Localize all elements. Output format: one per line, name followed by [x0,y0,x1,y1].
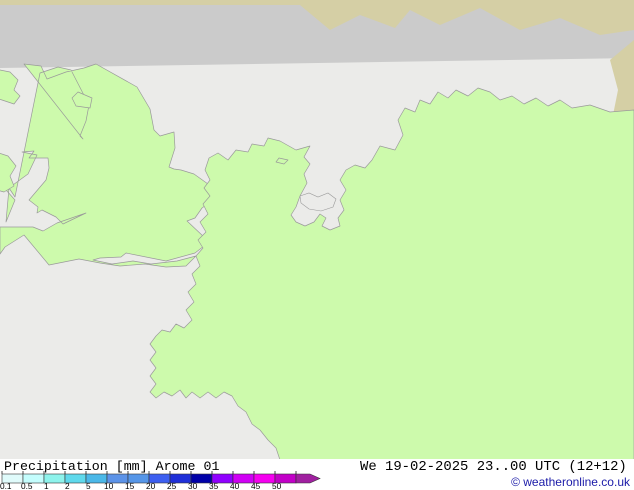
svg-text:0.5: 0.5 [21,481,33,490]
svg-text:30: 30 [188,481,198,490]
svg-text:40: 40 [230,481,240,490]
svg-text:2: 2 [65,481,70,490]
svg-text:We 19-02-2025 23..00 UTC (12+1: We 19-02-2025 23..00 UTC (12+12) [360,459,627,475]
svg-text:15: 15 [125,481,135,490]
svg-text:0.1: 0.1 [0,481,12,490]
svg-text:10: 10 [104,481,114,490]
svg-text:20: 20 [146,481,156,490]
svg-text:50: 50 [272,481,282,490]
svg-text:5: 5 [86,481,91,490]
svg-text:35: 35 [209,481,219,490]
svg-text:1: 1 [44,481,49,490]
svg-text:25: 25 [167,481,177,490]
svg-text:45: 45 [251,481,261,490]
svg-text:© weatheronline.co.uk: © weatheronline.co.uk [511,475,631,489]
svg-text:Precipitation [mm] Arome 01: Precipitation [mm] Arome 01 [4,459,219,474]
